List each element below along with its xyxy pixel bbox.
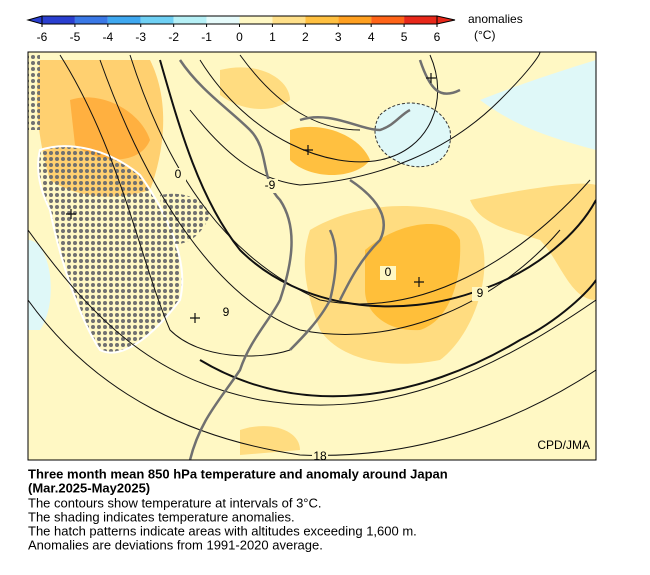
- colorbar-segment: [239, 16, 273, 24]
- contour-label-bg: [380, 266, 396, 280]
- colorbar-end: [436, 15, 456, 25]
- colorbar-tick-label: -2: [168, 30, 179, 44]
- colorbar-tick-label: 3: [335, 30, 342, 44]
- warm-anomaly: [290, 126, 370, 175]
- contour-label-bg: [262, 179, 278, 193]
- contour-label-bg: [218, 306, 234, 320]
- colorbar-segment: [140, 16, 174, 24]
- warm-anomaly: [220, 67, 290, 110]
- colorbar-segment: [272, 16, 306, 24]
- colorbar-tick-label: 0: [236, 30, 243, 44]
- high-altitude-hatch: [160, 193, 210, 244]
- colorbar-tick-label: 5: [401, 30, 408, 44]
- colorbar-tick-label: -6: [37, 30, 48, 44]
- colorbar-segment: [74, 16, 108, 24]
- contour-label: -9: [265, 178, 276, 192]
- caption-line: The contours show temperature at interva…: [28, 495, 322, 510]
- colorbar-tick-label: -1: [201, 30, 212, 44]
- colorbar-tick-label: -5: [70, 30, 81, 44]
- contours: [28, 52, 596, 456]
- contour-label: 9: [477, 286, 484, 300]
- colorbar-tick-label: 4: [368, 30, 375, 44]
- contour-label: 0: [385, 265, 392, 279]
- colorbar-tick-label: -3: [135, 30, 146, 44]
- colorbar-label: anomalies: [468, 12, 523, 26]
- contour-label: 18: [313, 449, 327, 463]
- cold-anomaly: [480, 60, 596, 150]
- map-frame: [27, 51, 597, 461]
- map: 0 -9 0 9 9 18 CPD/JMA: [28, 52, 596, 463]
- colorbar-segment: [107, 16, 141, 24]
- caption-line: The hatch patterns indicate areas with a…: [28, 523, 417, 538]
- credit: CPD/JMA: [537, 438, 590, 452]
- colorbar-segment: [371, 16, 405, 24]
- colorbar-end: [26, 15, 43, 25]
- colorbar-tick-label: 2: [302, 30, 309, 44]
- colorbar-segment: [338, 16, 372, 24]
- center-markers: [66, 73, 436, 323]
- high-altitude-hatch: [28, 55, 40, 130]
- warm-anomaly: [240, 426, 300, 455]
- colorbar-tick-label: 6: [434, 30, 441, 44]
- contour-label: 9: [223, 305, 230, 319]
- contour-label-bg: [312, 450, 328, 460]
- warm-anomaly: [365, 223, 461, 331]
- warm-anomaly: [70, 97, 150, 160]
- coastline: [178, 59, 461, 460]
- colorbar-segment: [173, 16, 207, 24]
- colorbar: -6 -5 -4 -3 -2 -1 0 1 2 3 4 5 6: [26, 15, 456, 44]
- colorbar-segment: [42, 16, 75, 24]
- colorbar-segment: [206, 16, 240, 24]
- colorbar-segment: [305, 16, 339, 24]
- contour-label-bg: [170, 168, 186, 182]
- caption-title: Three month mean 850 hPa temperature and…: [28, 466, 448, 481]
- contour-label-bg: [472, 287, 488, 301]
- colorbar-segment: [404, 16, 437, 24]
- caption-line: Anomalies are deviations from 1991-2020 …: [28, 537, 323, 552]
- caption-line: The shading indicates temperature anomal…: [28, 509, 295, 524]
- colorbar-tick-label: 1: [269, 30, 276, 44]
- high-altitude-hatch: [37, 145, 184, 354]
- contour-label: 0: [175, 167, 182, 181]
- warm-anomaly: [470, 183, 596, 300]
- caption-period: (Mar.2025-May2025): [28, 480, 150, 495]
- colorbar-tick-label: -4: [102, 30, 113, 44]
- colorbar-unit: (°C): [474, 28, 495, 42]
